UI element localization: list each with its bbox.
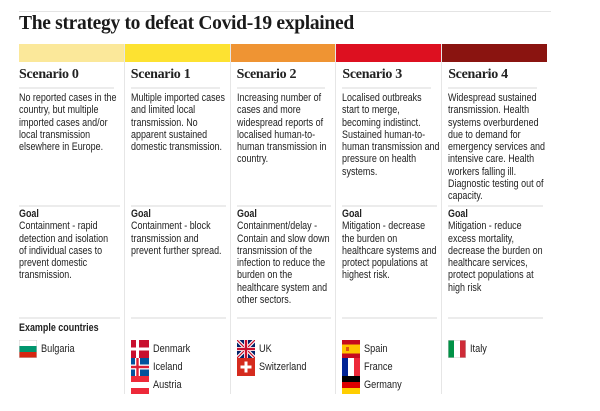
top-rule [19,11,551,12]
country-item: Germany [342,376,410,394]
scenario-column: Scenario 3 Localised outbreaks start to … [335,44,442,394]
goal-text: Containment - block transmission and pre… [130,220,222,257]
severity-color-bar [442,44,547,62]
country-item: Switzerland [236,358,317,376]
country-name: Bulgaria [41,343,75,355]
scenario-table: Scenario 0 No reported cases in the coun… [19,44,547,394]
country-name: Denmark [152,343,191,355]
divider [236,317,332,319]
goal-label: Goal [342,208,363,220]
country-item: UK [236,340,317,358]
severity-color-bar [124,44,230,62]
bulgaria-flag-icon [19,340,37,358]
goal-text: Mitigation - reduce excess mortality, de… [448,220,543,294]
country-name: Switzerland [258,361,307,373]
country-list: Denmark Iceland Austria [125,340,204,394]
page-title: The strategy to defeat Covid-19 explaine… [19,13,354,34]
divider [342,205,438,207]
divider [448,87,537,89]
divider [19,205,120,207]
country-item: Austria [130,376,198,394]
country-list: Bulgaria [19,340,88,358]
scenario-heading: Scenario 3 [342,67,402,82]
country-list: Spain France Germany [336,340,416,394]
scenario-description: Widespread sustained transmission. Healt… [448,92,546,203]
scenario-column: Scenario 1 Multiple imported cases and l… [123,44,230,394]
country-name: Austria [152,379,182,391]
goal-label: Goal [236,208,257,220]
scenario-description: Increasing number of cases and more wide… [236,92,327,166]
severity-color-bar [336,44,442,62]
divider [130,205,226,207]
denmark-flag-icon [130,340,149,358]
goal-label: Goal [19,208,39,220]
scenario-heading: Scenario 1 [130,67,191,82]
divider [130,87,220,89]
goal-text: Containment - rapid detection and isolat… [19,220,109,282]
italy-flag-icon [448,340,467,358]
country-name: UK [258,343,272,355]
country-name: Spain [364,343,388,355]
scenario-column: Scenario 0 No reported cases in the coun… [19,44,124,394]
example-countries-label: Example countries [19,322,99,334]
spain-flag-icon [342,340,361,358]
scenario-heading: Scenario 2 [236,67,297,82]
country-list: Italy [442,340,497,358]
country-name: Italy [470,343,488,355]
country-item: Iceland [130,358,198,376]
austria-flag-icon [130,376,149,394]
goal-text: Mitigation - decrease the burden on heal… [342,220,437,282]
country-item: Italy [448,340,491,358]
country-item: Spain [342,340,410,358]
goal-text: Containment/delay - Contain and slow dow… [236,220,330,307]
france-flag-icon [342,358,361,376]
divider [19,87,114,89]
scenario-column: Scenario 4 Widespread sustained transmis… [441,44,547,394]
country-item: Denmark [130,340,198,358]
scenario-heading: Scenario 0 [19,67,79,82]
switzerland-flag-icon [236,358,255,376]
country-item: France [342,358,410,376]
uk-flag-icon [236,340,255,358]
divider [342,317,438,319]
divider [448,317,543,319]
divider [19,317,120,319]
country-list: UK Switzerland [231,340,323,376]
country-item: Bulgaria [19,340,82,358]
divider [236,87,326,89]
country-name: France [364,361,393,373]
germany-flag-icon [342,376,361,394]
severity-color-bar [19,44,124,62]
country-name: Iceland [152,361,183,373]
goal-label: Goal [130,208,151,220]
severity-color-bar [230,44,336,62]
scenario-column: Scenario 2 Increasing number of cases an… [229,44,336,394]
divider [130,317,226,319]
scenario-description: Localised outbreaks start to merge, beco… [342,92,440,178]
scenario-description: No reported cases in the country, but mu… [19,92,117,154]
divider [448,205,543,207]
scenario-description: Multiple imported cases and limited loca… [130,92,225,154]
divider [236,205,332,207]
scenario-heading: Scenario 4 [448,67,508,82]
iceland-flag-icon [130,358,149,376]
divider [342,87,432,89]
goal-label: Goal [448,208,469,220]
country-name: Germany [364,379,403,391]
